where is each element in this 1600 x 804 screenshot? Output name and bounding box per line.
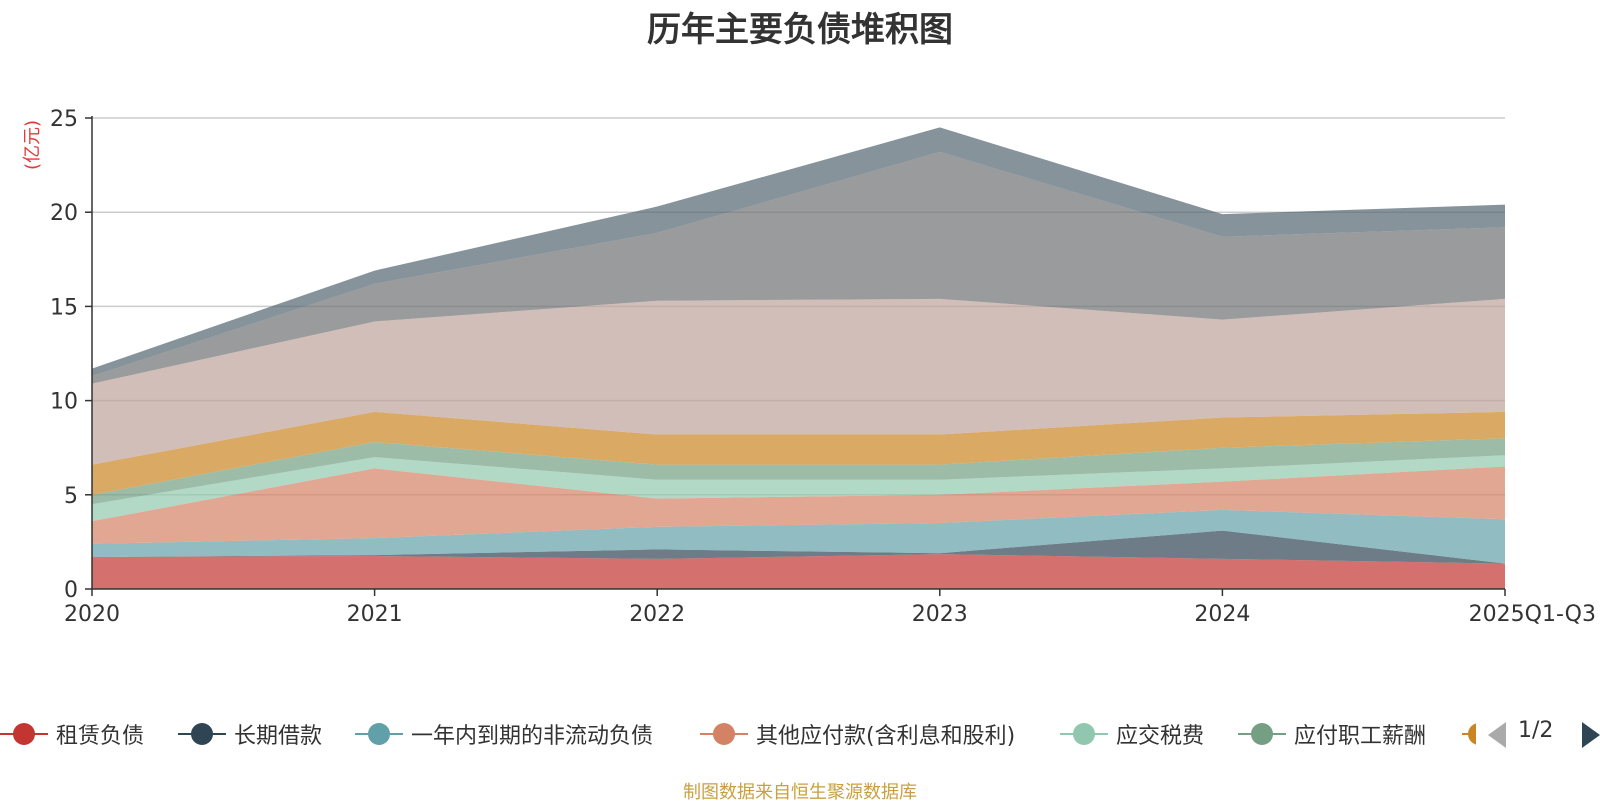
- x-tick-label: 2024: [1194, 602, 1250, 627]
- y-axis-unit-label: (亿元): [22, 120, 43, 170]
- area-series-短期借款: [92, 151, 1505, 384]
- area-series-长期借款: [92, 530, 1505, 564]
- circle-marker-icon: [178, 716, 226, 752]
- legend-label: 长期借款: [234, 724, 323, 749]
- x-tick-label: 2023: [912, 602, 968, 627]
- y-tick-label: 0: [64, 578, 78, 603]
- area-series-应付票据: [92, 127, 1505, 377]
- circle-marker-icon: [700, 716, 748, 752]
- legend-item-taxes-payable[interactable]: 应交税费: [1060, 716, 1204, 752]
- x-tick-label: 2022: [629, 602, 685, 627]
- circle-marker-icon: [1238, 716, 1286, 752]
- circle-marker-icon: [0, 716, 48, 752]
- legend-label: 应付职工薪酬: [1294, 724, 1427, 749]
- legend-item-other-payables[interactable]: 其他应付款(含利息和股利): [700, 716, 1015, 752]
- area-series-租赁负债: [92, 554, 1505, 589]
- x-tick-label: 2020: [64, 602, 120, 627]
- legend-label: 一年内到期的非流动负债: [411, 724, 654, 749]
- source-note: 制图数据来自恒生聚源数据库: [683, 782, 917, 803]
- x-tick-label: 2025Q1-Q3: [1469, 602, 1596, 627]
- y-tick-label: 5: [64, 484, 78, 509]
- circle-marker-icon: [1060, 716, 1108, 752]
- area-series-其他应付款(含利息和股利): [92, 466, 1505, 544]
- axes: 0 5 10 15 20 25 2020 2021 2022 2023 2024 2025Q1-Q3: [50, 107, 1596, 627]
- y-tick-label: 20: [50, 201, 78, 226]
- chart-legend: 租赁负债 长期借款 一年内到期的非流动负债 其他应付款(含利息和股利) 应交税费…: [0, 716, 1600, 752]
- legend-label: 租赁负债: [56, 724, 145, 749]
- legend-item-lease-liabilities[interactable]: 租赁负债: [0, 716, 144, 752]
- triangle-right-icon[interactable]: [1582, 722, 1600, 748]
- area-series-应付职工薪酬: [92, 438, 1505, 505]
- triangle-left-icon[interactable]: [1488, 722, 1506, 748]
- area-series-应交税费: [92, 455, 1505, 522]
- area-series-应付账款: [92, 411, 1505, 495]
- chart-title: 历年主要负债堆积图: [647, 10, 953, 50]
- legend-label: 应交税费: [1116, 724, 1205, 749]
- y-tick-label: 10: [50, 390, 78, 415]
- area-series-合同负债: [92, 298, 1505, 465]
- area-series-一年内到期的非流动负债: [92, 509, 1505, 564]
- legend-item-partial[interactable]: [1462, 716, 1476, 752]
- legend-page-indicator: 1/2: [1518, 718, 1554, 743]
- area-series: [92, 127, 1505, 589]
- x-tick-label: 2021: [347, 602, 403, 627]
- legend-item-employee-payables[interactable]: 应付职工薪酬: [1238, 716, 1426, 752]
- legend-label: 其他应付款(含利息和股利): [756, 724, 1016, 749]
- legend-item-long-term-loans[interactable]: 长期借款: [178, 716, 322, 752]
- y-tick-label: 25: [50, 107, 78, 132]
- y-tick-label: 15: [50, 295, 78, 320]
- circle-marker-icon: [355, 716, 403, 752]
- legend-item-current-noncurrent-liabilities[interactable]: 一年内到期的非流动负债: [355, 716, 653, 752]
